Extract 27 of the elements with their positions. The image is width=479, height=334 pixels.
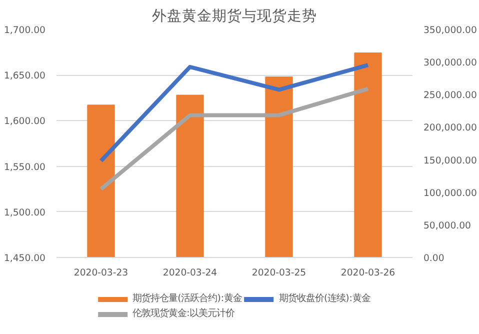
bar: [354, 52, 382, 258]
legend-label: 伦敦现货黄金:以美元计价: [132, 307, 235, 320]
x-tick-label: 2020-03-25: [252, 268, 306, 278]
legend-label: 期货持仓量(活跃合约):黄金: [132, 292, 242, 305]
y2-tick-label: 0.00: [424, 253, 444, 264]
y2-tick-label: 300,000.00: [424, 58, 477, 69]
bar: [265, 76, 293, 258]
y-tick-label: 1,700.00: [4, 25, 46, 36]
bar: [176, 94, 204, 258]
y2-tick-label: 50,000.00: [424, 220, 472, 232]
x-tick-label: 2020-03-24: [162, 268, 218, 278]
bar: [87, 104, 115, 258]
y2-tick-label: 250,000.00: [424, 90, 477, 102]
y-tick-label: 1,450.00: [4, 253, 46, 264]
y2-tick-label: 100,000.00: [424, 188, 477, 199]
y-tick-label: 1,550.00: [4, 162, 46, 173]
y2-tick-label: 200,000.00: [424, 122, 477, 134]
chart-title: 外盘黄金期货与现货走势: [152, 8, 317, 24]
y-tick-label: 1,650.00: [4, 70, 46, 82]
legend-label: 期货收盘价(连续):黄金: [279, 292, 370, 305]
y-tick-label: 1,500.00: [4, 207, 46, 218]
y2-tick-label: 150,000.00: [424, 155, 477, 166]
x-tick-label: 2020-03-23: [74, 268, 128, 278]
y-tick-label: 1,600.00: [4, 116, 46, 128]
y2-tick-label: 350,000.00: [424, 25, 477, 36]
line-series: [99, 63, 370, 163]
x-tick-label: 2020-03-26: [340, 268, 396, 278]
